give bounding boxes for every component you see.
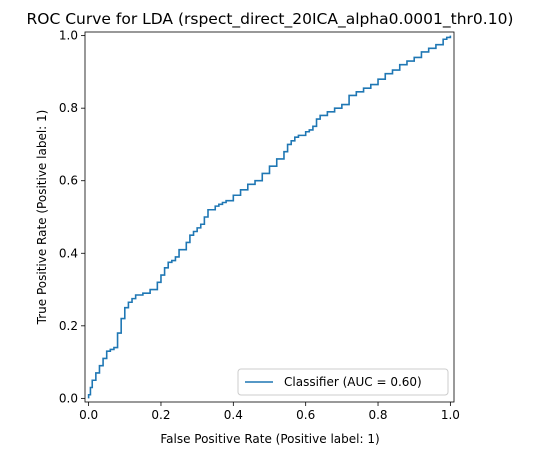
x-tick-label: 1.0 <box>441 408 460 422</box>
plot-background <box>85 32 454 402</box>
y-tick-label: 0.0 <box>59 391 78 405</box>
x-axis-ticks: 0.0 0.2 0.4 0.6 0.8 1.0 <box>79 402 460 422</box>
y-axis-ticks: 0.0 0.2 0.4 0.6 0.8 1.0 <box>59 29 85 405</box>
y-tick-label: 1.0 <box>59 29 78 43</box>
plot-area <box>84 31 455 403</box>
x-tick-label: 0.8 <box>368 408 387 422</box>
y-tick-label: 0.4 <box>59 246 78 260</box>
y-tick-label: 0.6 <box>59 174 78 188</box>
y-tick-label: 0.2 <box>59 319 78 333</box>
roc-curve-line <box>87 35 452 399</box>
legend: Classifier (AUC = 0.60) <box>237 368 449 396</box>
x-tick-label: 0.4 <box>224 408 243 422</box>
y-tick-label: 0.8 <box>59 101 78 115</box>
x-tick-label: 0.0 <box>79 408 98 422</box>
x-tick-label: 0.6 <box>296 408 315 422</box>
x-axis-label: False Positive Rate (Positive label: 1) <box>160 432 379 446</box>
plot-frame <box>84 31 455 403</box>
legend-label: Classifier (AUC = 0.60) <box>284 375 422 389</box>
x-tick-label: 0.2 <box>151 408 170 422</box>
chart-title: ROC Curve for LDA (rspect_direct_20ICA_a… <box>27 10 514 29</box>
legend-box <box>237 368 449 396</box>
y-axis-label: True Positive Rate (Positive label: 1) <box>35 110 49 326</box>
